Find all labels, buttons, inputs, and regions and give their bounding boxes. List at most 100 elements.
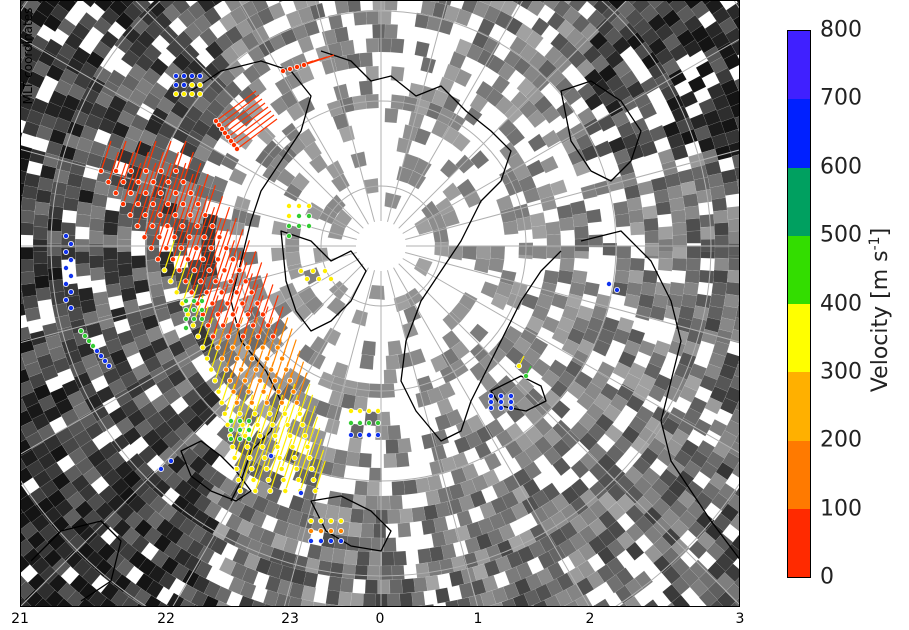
velocity-vector-point xyxy=(374,419,381,426)
velocity-vector-tail xyxy=(297,449,310,481)
grey-cell xyxy=(46,230,62,244)
grey-cell xyxy=(605,574,625,594)
coastline xyxy=(580,230,739,560)
grey-cell xyxy=(687,75,707,94)
grey-cell xyxy=(21,302,26,316)
grey-cell xyxy=(21,409,33,427)
velocity-vector-tail xyxy=(242,394,254,425)
velocity-vector-tail xyxy=(218,94,260,126)
grey-cell xyxy=(442,94,461,113)
velocity-vector-point xyxy=(172,167,179,174)
grey-cell xyxy=(75,213,91,228)
grey-cell xyxy=(69,574,89,594)
grey-cell xyxy=(340,39,356,56)
grey-cell xyxy=(643,525,663,545)
velocity-vector-tail xyxy=(264,427,276,459)
grey-cell xyxy=(708,418,728,437)
velocity-vector-point xyxy=(221,129,228,136)
grey-cell xyxy=(642,269,659,285)
grey-cell xyxy=(362,593,376,606)
grey-cell xyxy=(489,1,506,11)
grey-cell xyxy=(21,157,30,173)
velocity-vector-point xyxy=(227,278,234,285)
grey-cell xyxy=(21,466,34,486)
grey-cell xyxy=(350,309,369,327)
velocity-vector-tail xyxy=(145,162,157,194)
velocity-vector-point xyxy=(285,212,292,219)
velocity-vector-point xyxy=(215,122,222,129)
grey-cell xyxy=(110,1,115,4)
grey-cell xyxy=(490,245,506,260)
grey-cell xyxy=(21,57,24,64)
velocity-vector-point xyxy=(287,432,294,439)
grey-cell xyxy=(469,149,490,170)
grey-cell xyxy=(21,511,31,530)
velocity-vector-point xyxy=(237,487,244,494)
grey-cell xyxy=(21,508,24,514)
grey-cell xyxy=(559,257,575,273)
velocity-vector-point xyxy=(203,289,210,296)
velocity-vector-point xyxy=(300,62,307,69)
grey-cell xyxy=(21,428,27,443)
grey-cell xyxy=(729,103,739,119)
velocity-vector-tail xyxy=(277,317,289,348)
grey-cell xyxy=(710,599,724,606)
velocity-vector-point xyxy=(218,399,225,406)
grey-cell xyxy=(592,339,611,357)
grey-cell xyxy=(131,267,148,282)
meridian-line xyxy=(405,149,739,241)
grey-cell xyxy=(564,599,579,606)
velocity-vector-point xyxy=(236,267,243,274)
grey-cell xyxy=(616,245,632,259)
velocity-vector-tail xyxy=(178,240,190,271)
velocity-vector-tail xyxy=(245,251,257,282)
velocity-vector-tail xyxy=(225,218,237,249)
grey-cell xyxy=(297,128,317,148)
grey-cell xyxy=(644,242,660,256)
velocity-vector-tail xyxy=(195,218,207,249)
grey-cell xyxy=(92,290,110,307)
velocity-vector-tail xyxy=(137,173,149,205)
grey-cell xyxy=(60,222,77,236)
grey-cell xyxy=(74,238,90,252)
velocity-vector-point xyxy=(279,68,286,75)
grey-cell xyxy=(364,495,378,511)
grey-cell xyxy=(391,480,406,496)
velocity-vector-point xyxy=(507,404,514,411)
velocity-vector-tail xyxy=(144,184,156,216)
grey-cell xyxy=(655,201,672,216)
meridian-line xyxy=(284,270,376,606)
grey-cell xyxy=(21,290,24,304)
grey-cell xyxy=(573,225,590,240)
velocity-vector-tail xyxy=(175,162,187,194)
velocity-vector-tail xyxy=(136,195,149,227)
velocity-vector-tail xyxy=(256,273,268,304)
grey-cell xyxy=(393,294,412,313)
grey-cell xyxy=(490,292,510,311)
velocity-vector-point xyxy=(296,410,303,417)
velocity-vector-tail xyxy=(242,306,254,337)
velocity-vector-point xyxy=(214,344,221,351)
velocity-vector-tail xyxy=(174,184,186,216)
grey-cell xyxy=(421,432,438,450)
grey-cell xyxy=(108,406,128,426)
velocity-vector-tail xyxy=(255,339,267,370)
grey-cell xyxy=(21,68,32,85)
grey-cell xyxy=(574,238,590,252)
velocity-vector-point xyxy=(365,407,372,414)
velocity-vector-point xyxy=(106,362,113,369)
grey-cell xyxy=(682,193,699,208)
velocity-vector-tail xyxy=(304,405,316,437)
grey-cell xyxy=(32,238,48,252)
velocity-vector-point xyxy=(272,432,279,439)
velocity-vector-point xyxy=(280,476,287,483)
grey-cell xyxy=(712,209,729,224)
grey-cell xyxy=(366,565,380,581)
velocity-vector-point xyxy=(191,267,198,274)
velocity-vector-point xyxy=(182,315,189,322)
grey-cell xyxy=(270,247,287,262)
velocity-vector-point xyxy=(246,454,253,461)
grey-cell xyxy=(551,399,571,420)
velocity-vector-point xyxy=(218,126,225,133)
velocity-vector-tail xyxy=(207,295,219,326)
